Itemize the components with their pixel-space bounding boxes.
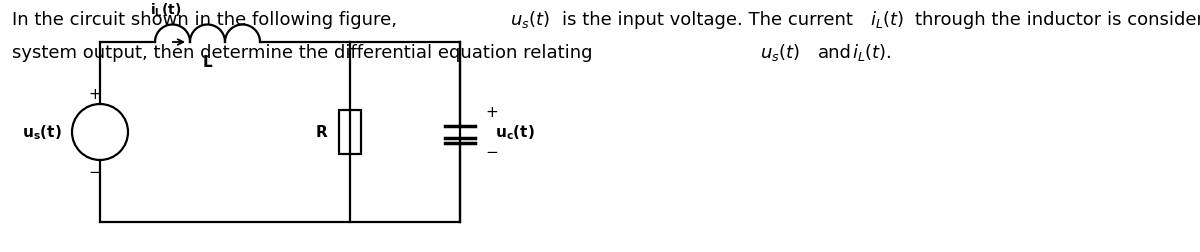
- Text: $\mathbf{i_L(t)}$: $\mathbf{i_L(t)}$: [150, 2, 181, 19]
- Text: −: −: [485, 145, 498, 160]
- Text: $u_s(t)$: $u_s(t)$: [760, 42, 800, 63]
- Text: +: +: [485, 105, 498, 120]
- Text: $u_s(t)$: $u_s(t)$: [510, 9, 550, 30]
- Text: $i_L(t)$.: $i_L(t)$.: [852, 42, 892, 63]
- Text: is the input voltage. The current: is the input voltage. The current: [562, 11, 853, 29]
- Text: through the inductor is considered to be the: through the inductor is considered to be…: [916, 11, 1200, 29]
- Bar: [340, 111, 361, 154]
- Text: $i_L(t)$: $i_L(t)$: [870, 9, 904, 30]
- Text: $\mathbf{u_s(t)}$: $\mathbf{u_s(t)}$: [23, 123, 62, 142]
- Text: L: L: [203, 55, 212, 70]
- Text: +: +: [89, 87, 101, 102]
- Text: and: and: [818, 44, 852, 62]
- Text: system output, then determine the differential equation relating: system output, then determine the differ…: [12, 44, 593, 62]
- Text: R: R: [316, 125, 326, 140]
- Text: −: −: [89, 165, 101, 180]
- Text: In the circuit shown in the following figure,: In the circuit shown in the following fi…: [12, 11, 397, 29]
- Text: $\mathbf{u_c(t)}$: $\mathbf{u_c(t)}$: [496, 123, 535, 142]
